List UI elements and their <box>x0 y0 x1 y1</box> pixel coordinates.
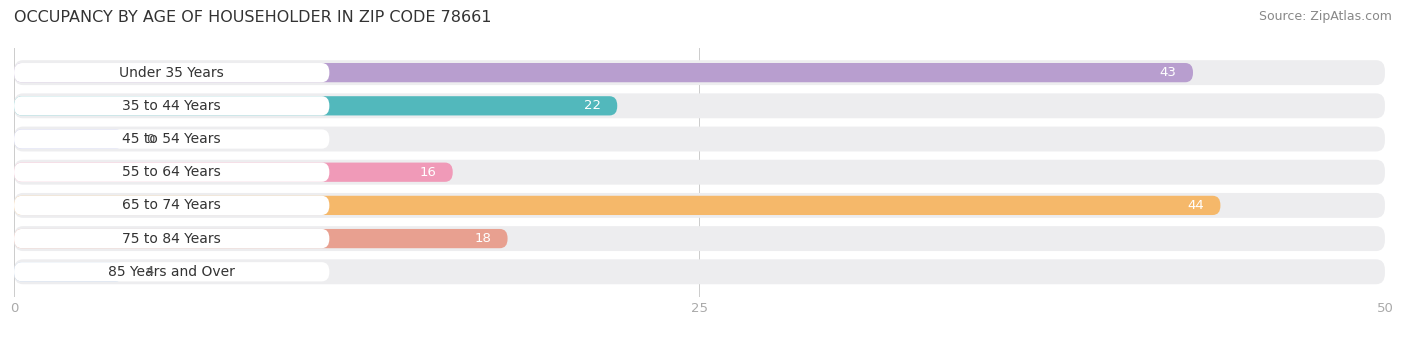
FancyBboxPatch shape <box>14 160 1385 185</box>
Text: 4: 4 <box>146 265 155 278</box>
FancyBboxPatch shape <box>14 129 329 149</box>
FancyBboxPatch shape <box>14 262 124 281</box>
FancyBboxPatch shape <box>14 129 124 149</box>
FancyBboxPatch shape <box>14 163 329 182</box>
FancyBboxPatch shape <box>14 63 1192 82</box>
FancyBboxPatch shape <box>14 193 1385 218</box>
FancyBboxPatch shape <box>14 196 1220 215</box>
FancyBboxPatch shape <box>14 196 329 215</box>
Text: 65 to 74 Years: 65 to 74 Years <box>122 198 221 212</box>
FancyBboxPatch shape <box>14 229 508 248</box>
Text: Source: ZipAtlas.com: Source: ZipAtlas.com <box>1258 10 1392 23</box>
FancyBboxPatch shape <box>14 226 1385 251</box>
FancyBboxPatch shape <box>14 127 1385 151</box>
FancyBboxPatch shape <box>14 63 329 82</box>
Text: 16: 16 <box>419 166 436 179</box>
Text: 85 Years and Over: 85 Years and Over <box>108 265 235 279</box>
Text: OCCUPANCY BY AGE OF HOUSEHOLDER IN ZIP CODE 78661: OCCUPANCY BY AGE OF HOUSEHOLDER IN ZIP C… <box>14 10 492 25</box>
Text: 55 to 64 Years: 55 to 64 Years <box>122 165 221 179</box>
FancyBboxPatch shape <box>14 96 329 116</box>
Text: Under 35 Years: Under 35 Years <box>120 65 224 80</box>
Text: 22: 22 <box>583 99 600 112</box>
Text: 35 to 44 Years: 35 to 44 Years <box>122 99 221 113</box>
FancyBboxPatch shape <box>14 163 453 182</box>
FancyBboxPatch shape <box>14 96 617 116</box>
FancyBboxPatch shape <box>14 60 1385 85</box>
Text: 44: 44 <box>1187 199 1204 212</box>
Text: 43: 43 <box>1160 66 1177 79</box>
Text: 18: 18 <box>474 232 491 245</box>
Text: 75 to 84 Years: 75 to 84 Years <box>122 232 221 246</box>
FancyBboxPatch shape <box>14 93 1385 118</box>
FancyBboxPatch shape <box>14 229 329 248</box>
FancyBboxPatch shape <box>14 259 1385 284</box>
Text: 45 to 54 Years: 45 to 54 Years <box>122 132 221 146</box>
FancyBboxPatch shape <box>14 262 329 281</box>
Text: 0: 0 <box>146 133 155 146</box>
